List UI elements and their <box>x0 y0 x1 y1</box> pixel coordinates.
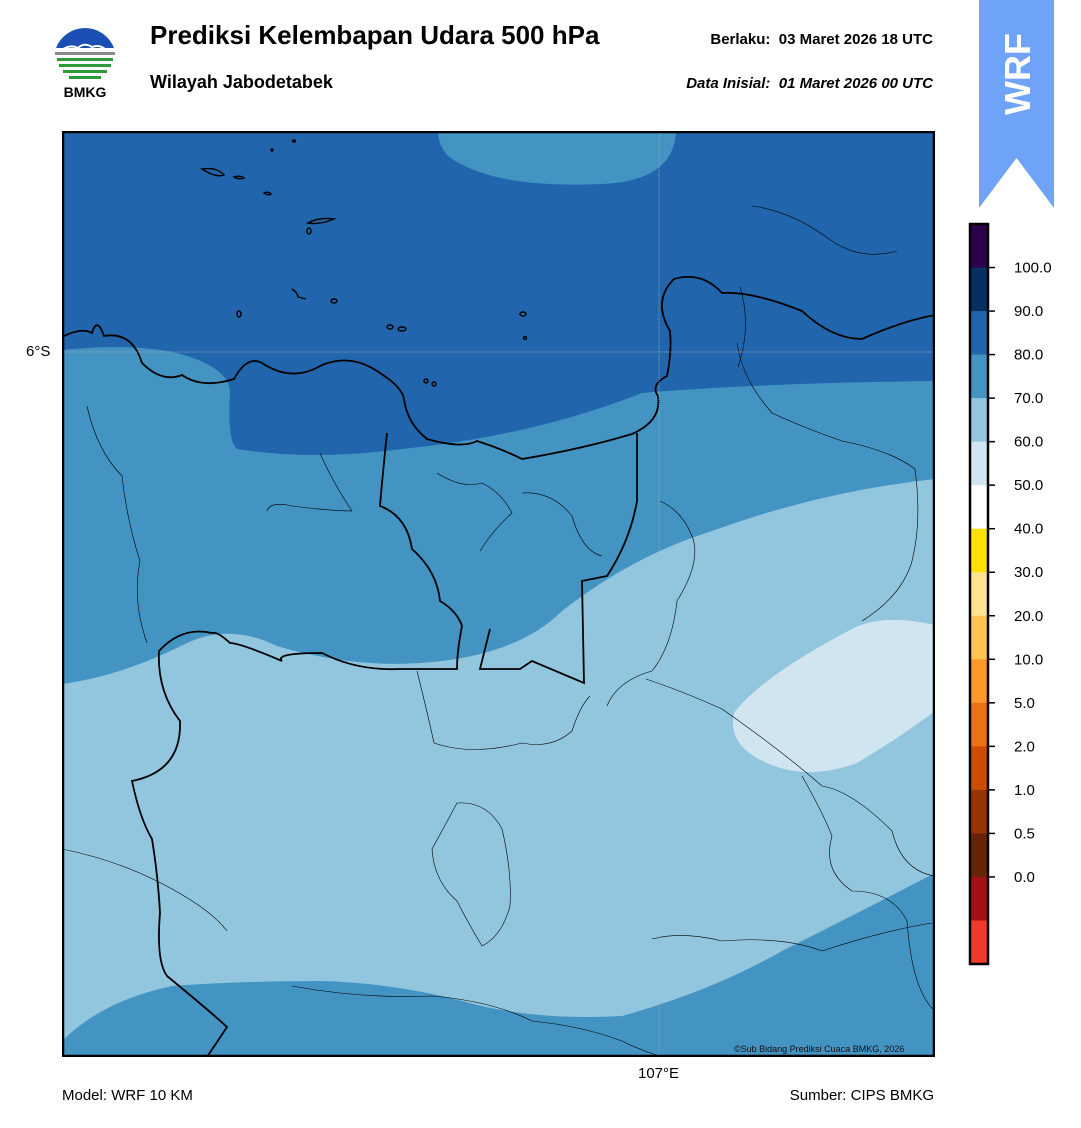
colorbar-tick-label: 40.0 <box>1014 521 1043 538</box>
coastline <box>62 275 935 460</box>
colorbar-swatch <box>970 441 988 486</box>
colorbar-tick-label: 90.0 <box>1014 303 1043 320</box>
wrf-badge-text: WRF <box>997 33 1038 115</box>
wrf-badge: WRF <box>979 0 1054 208</box>
logo-text: BMKG <box>63 84 107 100</box>
province-boundary-east <box>478 433 638 685</box>
colorbar-swatch <box>970 789 988 834</box>
colorbar-swatch <box>970 267 988 312</box>
latitude-label: 6°S <box>26 343 51 360</box>
colorbar-tick-label: 60.0 <box>1014 434 1043 451</box>
colorbar-tick-label: 5.0 <box>1014 695 1035 712</box>
colorbar-swatch <box>970 702 988 747</box>
colorbar-swatch <box>970 833 988 878</box>
thousand-islands <box>200 139 528 387</box>
colorbar-swatch <box>970 311 988 356</box>
colorbar: 100.0 90.0 80.0 70.0 60.0 50.0 40.0 30.0 20.0 10.… <box>968 222 1052 966</box>
valid-label: Berlaku: <box>710 31 771 48</box>
band-70-80-top <box>438 131 676 185</box>
source-label: Sumber: CIPS BMKG <box>789 1087 934 1104</box>
colorbar-tick-label: 70.0 <box>1014 390 1043 407</box>
band-60-70 <box>62 479 935 1041</box>
colorbar-tick-label: 0.0 <box>1014 869 1035 886</box>
valid-value: 03 Maret 2026 18 UTC <box>778 31 933 48</box>
longitude-label: 107°E <box>638 1065 680 1082</box>
colorbar-tick-label: 2.0 <box>1014 738 1035 755</box>
init-label: Data Inisial: <box>686 75 771 92</box>
colorbar-tick-label: 1.0 <box>1014 782 1035 799</box>
colorbar-tick-label: 20.0 <box>1014 608 1043 625</box>
colorbar-tick-label: 0.5 <box>1014 825 1035 842</box>
colorbar-swatch <box>970 746 988 791</box>
colorbar-swatch <box>970 398 988 443</box>
valid-time: Berlaku: 03 Maret 2026 18 UTC <box>710 31 933 48</box>
copyright-credit: ©Sub Bidang Prediksi Cuaca BMKG, 2026 <box>734 1044 905 1054</box>
colorbar-swatch <box>970 615 988 660</box>
humidity-map <box>62 131 935 1057</box>
colorbar-swatch <box>970 659 988 704</box>
colorbar-tick-label: 80.0 <box>1014 347 1043 364</box>
init-time: Data Inisial: 01 Maret 2026 00 UTC <box>686 75 933 92</box>
colorbar-tick-label: 10.0 <box>1014 651 1043 668</box>
page-subtitle: Wilayah Jabodetabek <box>150 72 333 92</box>
map-frame <box>62 131 935 1057</box>
province-boundary <box>130 432 463 1057</box>
init-value: 01 Maret 2026 00 UTC <box>778 75 933 92</box>
colorbar-frame <box>968 222 990 966</box>
colorbar-swatch <box>970 224 988 269</box>
colorbar-tick-label: 50.0 <box>1014 477 1043 494</box>
colorbar-swatch <box>970 876 988 921</box>
colorbar-tick-label: 30.0 <box>1014 564 1043 581</box>
bmkg-logo <box>54 25 116 87</box>
colorbar-swatch <box>970 354 988 399</box>
model-label: Model: WRF 10 KM <box>62 1087 193 1104</box>
colorbar-tick-label: 100.0 <box>1014 260 1052 277</box>
colorbar-swatch <box>970 528 988 573</box>
regency-boundaries <box>62 205 935 1057</box>
colorbar-swatch <box>970 572 988 617</box>
band-50-60 <box>732 619 935 772</box>
colorbar-swatch <box>970 920 988 965</box>
colorbar-swatch <box>970 485 988 530</box>
page-title: Prediksi Kelembapan Udara 500 hPa <box>150 20 600 50</box>
